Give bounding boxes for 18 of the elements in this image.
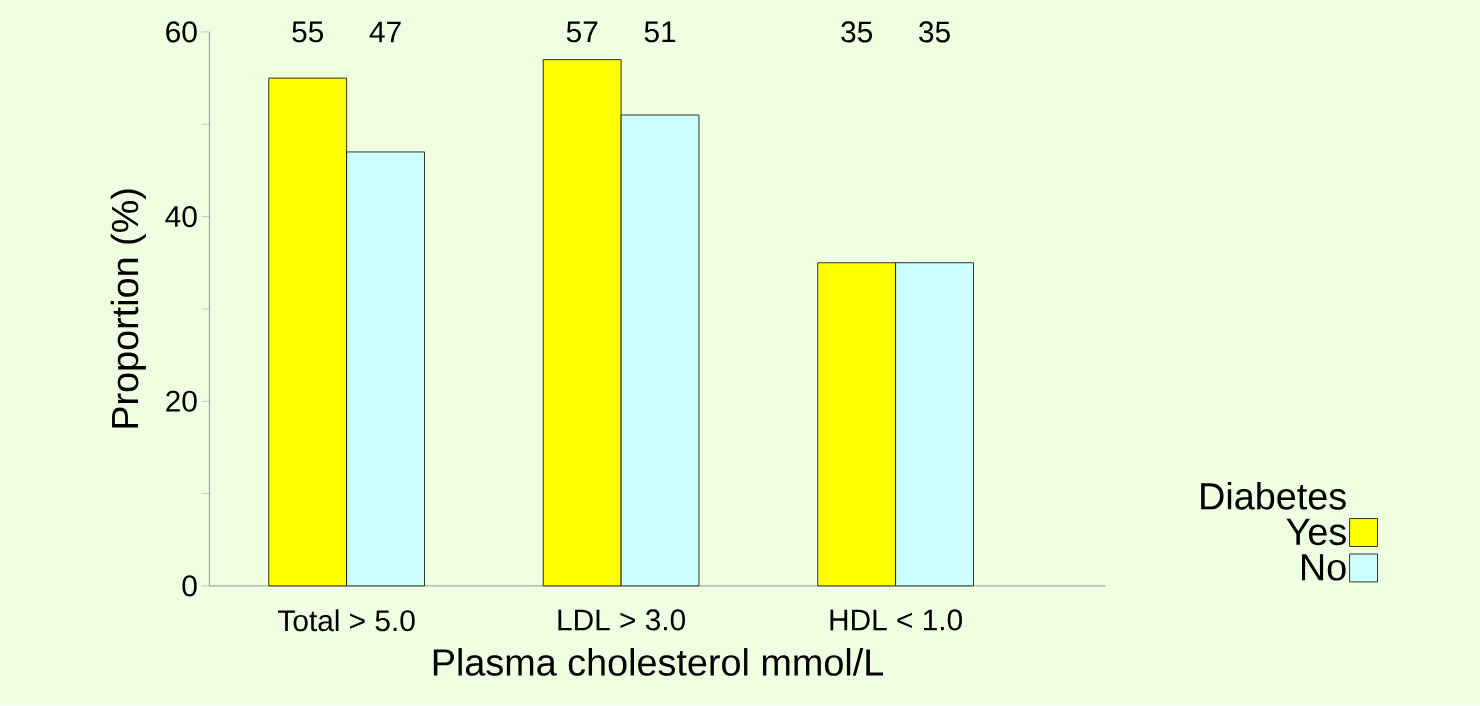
annotation: 57	[566, 21, 598, 43]
y-tick-label: 0	[182, 575, 197, 597]
annotation: 35	[919, 21, 950, 43]
annotation: 47	[369, 21, 401, 43]
y-axis-title: Proportion (%)	[110, 189, 146, 428]
x-tick-label: Total > 5.0	[278, 609, 415, 632]
x-tick-label: HDL < 1.0	[830, 609, 962, 631]
x-axis-title: Plasma cholesterol mmol/L	[433, 648, 884, 676]
legend-label: Yes	[1286, 518, 1346, 546]
annotation: 35	[841, 21, 873, 43]
y-tick-label: 20	[166, 390, 197, 412]
legend-label: No	[1302, 554, 1346, 581]
annotation: 55	[292, 21, 324, 43]
y-tick-label: 60	[166, 21, 197, 43]
annotation: 51	[644, 21, 676, 43]
legend-title: Diabetes	[1201, 482, 1346, 510]
x-tick-label: LDL > 3.0	[558, 609, 686, 631]
y-tick-label: 40	[165, 206, 197, 228]
